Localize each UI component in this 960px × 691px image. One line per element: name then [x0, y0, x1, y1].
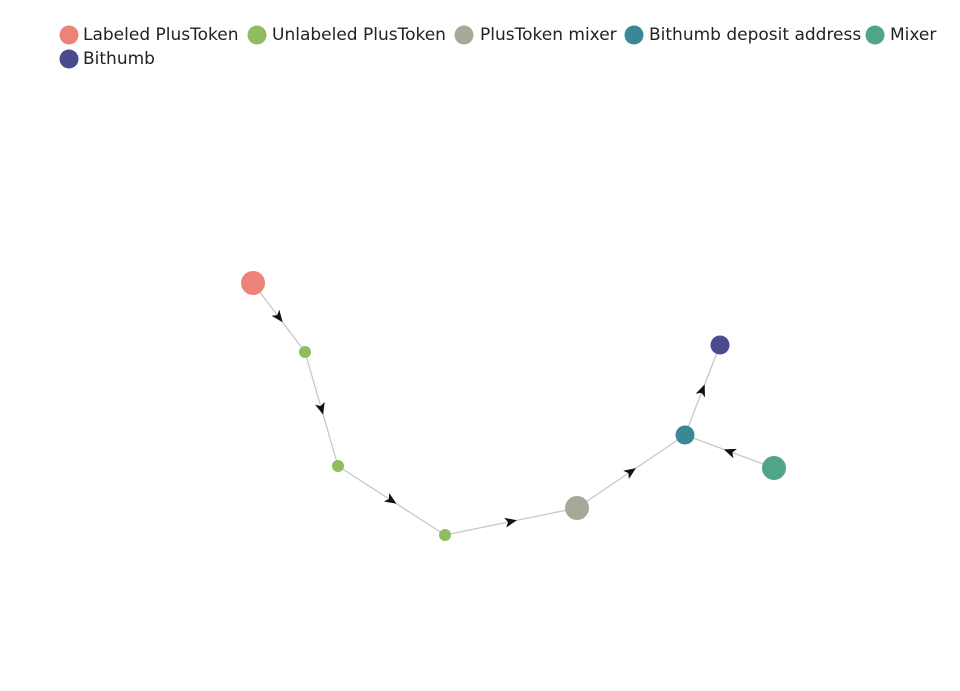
nodes: [241, 271, 786, 541]
edge: [304, 351, 339, 467]
legend-label: PlusToken mixer: [480, 25, 617, 45]
legend-item[interactable]: Bithumb: [59, 49, 155, 69]
node[interactable]: [241, 271, 265, 295]
legend-swatch: [865, 25, 885, 45]
edge: [444, 507, 578, 536]
legend-label: Labeled PlusToken: [83, 25, 239, 45]
legend-swatch: [454, 25, 474, 45]
legend-item[interactable]: Bithumb deposit address: [624, 25, 862, 45]
legend-label: Mixer: [890, 25, 936, 45]
legend-item[interactable]: Labeled PlusToken: [59, 25, 239, 45]
edge: [252, 282, 306, 353]
node[interactable]: [762, 456, 786, 480]
edge: [684, 344, 721, 436]
node[interactable]: [675, 425, 695, 445]
legend-swatch: [624, 25, 644, 45]
legend-label: Bithumb deposit address: [649, 25, 861, 45]
edge: [576, 434, 686, 509]
legend-item[interactable]: PlusToken mixer: [454, 25, 617, 45]
legend-label: Unlabeled PlusToken: [272, 25, 446, 45]
edges: [252, 282, 775, 536]
node[interactable]: [565, 496, 589, 520]
legend-label: Bithumb: [83, 49, 155, 69]
legend-swatch: [247, 25, 267, 45]
node[interactable]: [332, 460, 344, 472]
node[interactable]: [439, 529, 451, 541]
edge: [337, 465, 446, 536]
node[interactable]: [710, 335, 730, 355]
legend-swatch: [59, 25, 79, 45]
legend: Labeled PlusToken Unlabeled PlusToken Pl…: [59, 25, 937, 69]
legend-item[interactable]: Mixer: [865, 25, 937, 45]
node[interactable]: [299, 346, 311, 358]
legend-swatch: [59, 49, 79, 69]
legend-item[interactable]: Unlabeled PlusToken: [247, 25, 446, 45]
edge: [684, 434, 775, 469]
